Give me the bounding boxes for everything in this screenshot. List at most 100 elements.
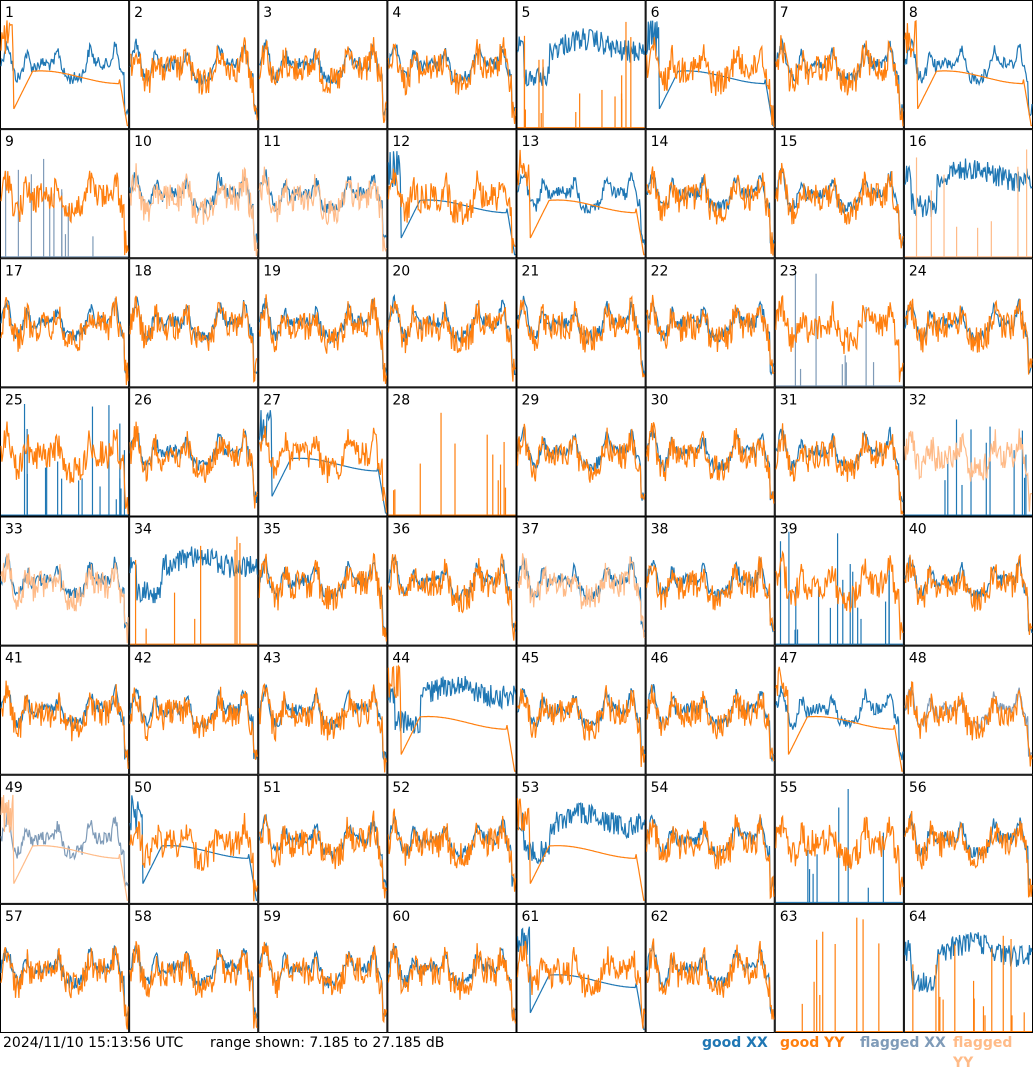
panel-label: 22 xyxy=(651,263,669,279)
panel-51: 51 xyxy=(258,774,388,904)
series-yy xyxy=(0,794,129,901)
panel-label: 46 xyxy=(651,651,669,667)
series-yy xyxy=(646,37,775,127)
panel-37: 37 xyxy=(516,516,646,646)
series-yy xyxy=(516,423,646,501)
panel-label: 33 xyxy=(5,522,23,538)
series-yy xyxy=(387,664,516,772)
series-yy xyxy=(129,812,258,902)
panel-18: 18 xyxy=(129,258,259,388)
series-yy xyxy=(258,166,387,253)
series-yy xyxy=(129,421,258,509)
panel-8: 8 xyxy=(903,0,1033,130)
series-yy xyxy=(775,814,904,896)
legend-good-yy: good YY xyxy=(780,1035,845,1051)
panel-label: 52 xyxy=(392,780,410,796)
panel-label: 29 xyxy=(522,392,540,408)
panel-frame xyxy=(0,129,130,259)
series-xx xyxy=(775,685,904,761)
panel-frame xyxy=(645,0,775,130)
panel-16: 16 xyxy=(903,129,1033,259)
panel-label: 61 xyxy=(522,909,540,925)
panel-44: 44 xyxy=(387,645,517,775)
series-yy xyxy=(646,166,775,256)
panel-13: 13 xyxy=(516,129,646,259)
panel-label: 58 xyxy=(134,909,152,925)
panel-52: 52 xyxy=(387,774,517,904)
panel-59: 59 xyxy=(258,903,388,1033)
panel-frame xyxy=(258,774,388,904)
panel-label: 5 xyxy=(522,5,531,21)
panel-9: 9 xyxy=(0,129,130,259)
panel-label: 48 xyxy=(909,651,927,667)
panel-36: 36 xyxy=(387,516,517,646)
panel-63: 63 xyxy=(774,903,904,1033)
panel-label: 10 xyxy=(134,134,152,150)
series-yy xyxy=(775,423,904,515)
series-yy xyxy=(516,295,646,378)
panel-frame xyxy=(0,0,130,130)
panel-54: 54 xyxy=(645,774,775,904)
series-xx xyxy=(387,151,516,256)
panel-frame xyxy=(129,129,259,259)
panel-3: 3 xyxy=(258,0,388,130)
panel-frame xyxy=(129,0,259,130)
series-yy xyxy=(0,170,129,256)
panel-label: 50 xyxy=(134,780,152,796)
panel-label: 14 xyxy=(651,134,669,150)
panel-label: 25 xyxy=(5,392,23,408)
panel-label: 37 xyxy=(522,522,540,538)
footer: 2024/11/10 15:13:56 UTC range shown: 7.1… xyxy=(0,1033,1033,1071)
panel-label: 59 xyxy=(263,909,281,925)
legend-flagged-xx: flagged XX xyxy=(860,1035,946,1051)
series-yy xyxy=(258,810,387,899)
panel-frame xyxy=(387,903,517,1033)
panel-61: 61 xyxy=(516,903,646,1033)
panel-7: 7 xyxy=(774,0,904,130)
series-yy xyxy=(258,294,387,384)
panel-label: 4 xyxy=(392,5,401,21)
range-text: range shown: 7.185 to 27.185 dB xyxy=(210,1035,445,1051)
series-xx xyxy=(516,171,646,245)
series-yy xyxy=(129,163,258,257)
panel-label: 40 xyxy=(909,522,927,538)
panel-label: 16 xyxy=(909,134,927,150)
series-yy xyxy=(516,940,646,1029)
panel-20: 20 xyxy=(387,258,517,388)
series-yy xyxy=(646,294,775,375)
series-yy xyxy=(775,162,904,249)
panel-frame xyxy=(387,645,517,775)
series-yy xyxy=(129,37,258,121)
panel-60: 60 xyxy=(387,903,517,1033)
panel-frame xyxy=(516,774,646,904)
panel-19: 19 xyxy=(258,258,388,388)
panel-label: 26 xyxy=(134,392,152,408)
panel-label: 49 xyxy=(5,780,23,796)
panel-6: 6 xyxy=(645,0,775,130)
series-yy xyxy=(646,556,775,632)
series-yy xyxy=(387,553,517,641)
panel-label: 51 xyxy=(263,780,281,796)
panel-17: 17 xyxy=(0,258,130,388)
panel-64: 64 xyxy=(903,903,1033,1033)
panel-label: 34 xyxy=(134,522,152,538)
panel-label: 47 xyxy=(780,651,798,667)
panel-12: 12 xyxy=(387,129,517,259)
panel-33: 33 xyxy=(0,516,130,646)
panel-46: 46 xyxy=(645,645,775,775)
panel-28: 28 xyxy=(387,387,517,517)
panel-62: 62 xyxy=(645,903,775,1033)
panel-38: 38 xyxy=(645,516,775,646)
panel-31: 31 xyxy=(774,387,904,517)
panel-22: 22 xyxy=(645,258,775,388)
series-yy xyxy=(775,550,904,640)
panel-label: 43 xyxy=(263,651,281,667)
panel-50: 50 xyxy=(129,774,259,904)
panel-label: 12 xyxy=(392,134,410,150)
series-yy xyxy=(516,798,645,901)
series-xx xyxy=(904,38,1033,117)
panel-55: 55 xyxy=(774,774,904,904)
panel-1: 1 xyxy=(0,0,130,130)
series-yy xyxy=(258,37,387,124)
